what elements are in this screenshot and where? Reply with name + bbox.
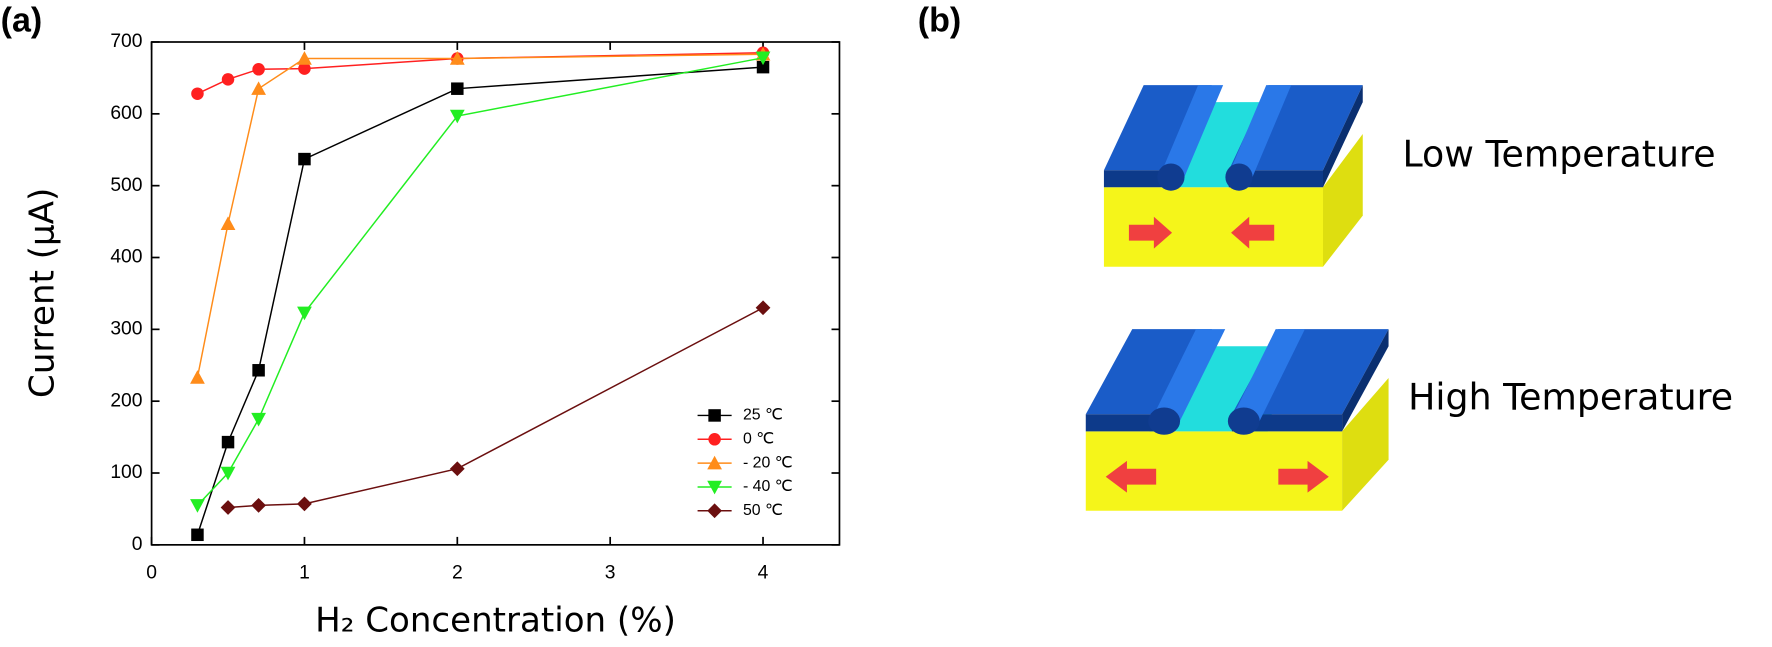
marker [708, 433, 721, 446]
shape [1323, 85, 1363, 188]
shape [1226, 85, 1292, 180]
shape [1148, 407, 1181, 435]
x-tick-label: 1 [299, 562, 310, 583]
shape [1342, 329, 1389, 432]
marker [451, 82, 464, 95]
series-line [196, 66, 764, 536]
marker [190, 370, 205, 384]
legend-label: 25 ℃ [743, 407, 783, 424]
y-tick-label: 200 [110, 390, 142, 411]
marker [191, 528, 204, 542]
marker [756, 60, 770, 74]
shape [1085, 329, 1212, 415]
marker [449, 51, 465, 65]
marker [707, 455, 722, 470]
shape [1149, 329, 1226, 424]
shape [1158, 85, 1224, 180]
x-tick-label: 0 [146, 562, 157, 583]
panel-label: (a) [1, 2, 43, 40]
shape [1103, 170, 1173, 188]
plot-frame [150, 41, 841, 546]
legend-label: 0 ℃ [743, 430, 774, 447]
shape [1128, 216, 1173, 249]
shape [1229, 329, 1305, 424]
x-tick-label: 2 [452, 562, 463, 583]
y-tick-label: 500 [110, 175, 142, 196]
marker [190, 499, 205, 513]
x-tick-label: 4 [758, 562, 769, 583]
shape [1231, 216, 1275, 249]
marker [251, 412, 266, 427]
series-line [196, 57, 764, 506]
diagram [1085, 85, 1389, 511]
device [1103, 85, 1363, 267]
legend-label: - 40 ℃ [743, 478, 793, 495]
shape [1278, 460, 1329, 493]
marker [298, 152, 311, 166]
diagram-label: Low Temperature [1402, 133, 1715, 176]
marker [221, 73, 235, 86]
shape [1103, 187, 1324, 267]
marker [449, 109, 465, 124]
y-tick-label: 600 [110, 103, 142, 124]
marker [251, 497, 266, 513]
shape [1342, 377, 1389, 511]
marker [297, 496, 312, 512]
marker [708, 409, 721, 422]
x-axis-title: H₂ Concentration (%) [315, 601, 676, 641]
shape [1227, 407, 1260, 435]
y-tick-label: 100 [110, 462, 142, 483]
y-tick-label: 0 [132, 534, 143, 555]
y-tick-label: 700 [110, 31, 142, 52]
legend-label: 50 ℃ [743, 502, 783, 519]
shape [1085, 414, 1166, 432]
marker [251, 81, 266, 95]
marker [449, 461, 465, 477]
legend-label: - 20 ℃ [743, 454, 793, 471]
shape [1103, 85, 1212, 171]
y-tick-label: 300 [110, 318, 142, 339]
marker [755, 300, 771, 316]
diagram-label: High Temperature [1408, 376, 1733, 419]
marker [220, 216, 236, 230]
marker [707, 503, 722, 519]
shape [1157, 163, 1185, 191]
marker [220, 500, 236, 515]
marker [221, 435, 235, 449]
y-tick-label: 400 [110, 247, 142, 268]
shape [1085, 431, 1343, 511]
marker [297, 51, 312, 65]
y-axis-title: Current (μA) [22, 188, 62, 398]
marker [298, 62, 311, 75]
series-line [227, 307, 764, 509]
shape [1225, 163, 1253, 191]
marker [707, 480, 722, 495]
marker [252, 63, 265, 76]
marker [220, 466, 236, 481]
panel-label: (b) [918, 2, 961, 40]
marker [297, 306, 312, 321]
marker [755, 51, 771, 66]
shape [1323, 133, 1363, 267]
series-line [196, 53, 764, 378]
device [1085, 329, 1389, 511]
marker [252, 364, 265, 377]
marker [191, 87, 204, 100]
shape [1105, 460, 1157, 493]
x-tick-label: 3 [605, 562, 616, 583]
